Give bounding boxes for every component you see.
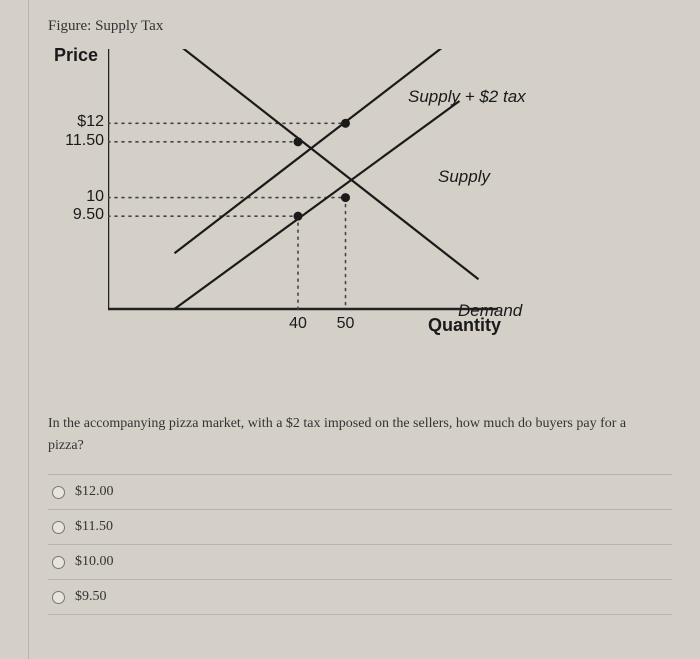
answer-option[interactable]: $11.50 (48, 509, 672, 544)
radio-icon (52, 591, 65, 604)
radio-icon (52, 556, 65, 569)
answer-option[interactable]: $9.50 (48, 579, 672, 615)
answer-option[interactable]: $12.00 (48, 474, 672, 509)
question-text: In the accompanying pizza market, with a… (48, 413, 672, 456)
radio-icon (52, 521, 65, 534)
radio-icon (52, 486, 65, 499)
answer-option-label: $9.50 (75, 589, 107, 605)
chart-container: Price $1211.50 109.50 40 50 Supply + $2 ta… (48, 45, 608, 385)
x-axis-title: Quantity (428, 315, 501, 336)
x-tick-label: 50 (337, 315, 355, 333)
answer-options: $12.00 $11.50 $10.00 $9.50 (48, 474, 672, 615)
page-left-rule (28, 0, 29, 659)
y-tick-label: 9.50 (48, 206, 104, 224)
answer-option-label: $12.00 (75, 484, 114, 500)
figure-title: Figure: Supply Tax (48, 18, 672, 35)
y-tick-label: $12 (48, 113, 104, 131)
answer-option-label: $11.50 (75, 519, 113, 535)
y-axis-title: Price (54, 45, 98, 66)
answer-option-label: $10.00 (75, 554, 114, 570)
y-tick-label: 11.50 (48, 132, 104, 150)
answer-option[interactable]: $10.00 (48, 544, 672, 579)
x-tick-label: 40 (289, 315, 307, 333)
page: Figure: Supply Tax Price $1211.50 109.50 … (0, 0, 700, 615)
supply-label: Supply (438, 167, 490, 187)
supply-tax-label: Supply + $2 tax (408, 87, 526, 107)
y-tick-label: 10 (48, 188, 104, 206)
supply-demand-chart (108, 49, 608, 379)
